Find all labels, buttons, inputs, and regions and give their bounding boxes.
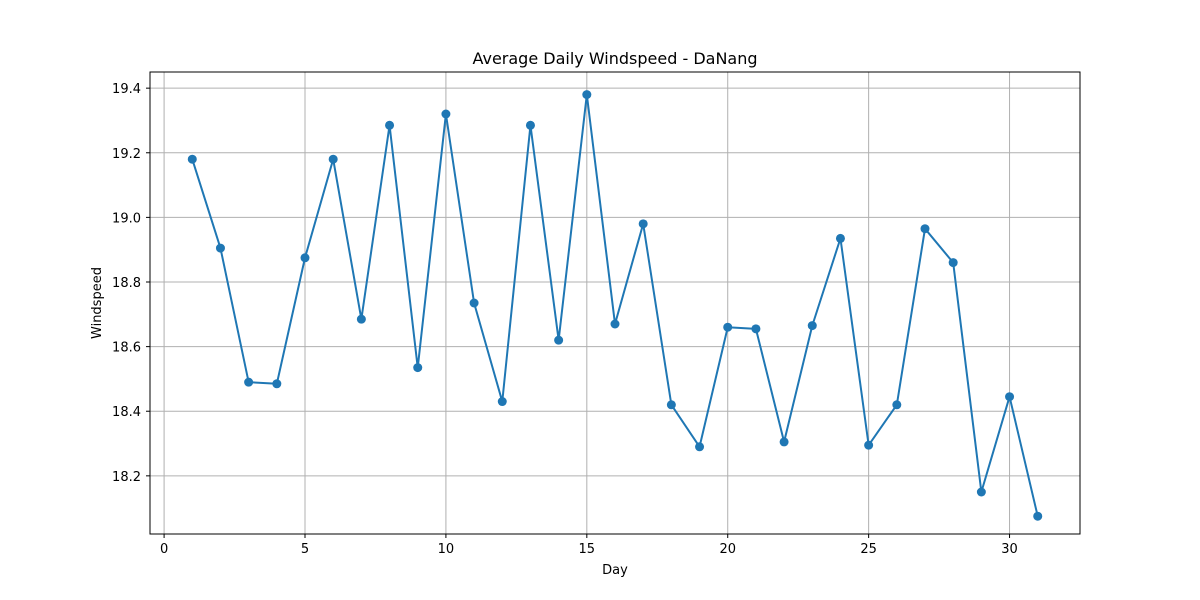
data-point <box>666 400 676 410</box>
y-tick-label: 19.2 <box>112 147 141 162</box>
data-point <box>1005 392 1015 402</box>
data-point <box>244 377 254 387</box>
data-point <box>497 397 507 407</box>
data-point <box>948 258 958 268</box>
data-point <box>779 437 789 447</box>
x-tick-label: 10 <box>438 542 455 557</box>
x-tick-label: 20 <box>719 542 736 557</box>
data-point <box>385 120 395 130</box>
y-tick-label: 18.8 <box>112 276 141 291</box>
y-axis-label: Windspeed <box>90 267 105 339</box>
y-tick-label: 19.4 <box>112 82 141 97</box>
x-axis-label: Day <box>602 563 628 578</box>
data-point <box>469 298 479 308</box>
y-tick-label: 18.6 <box>112 341 141 356</box>
data-point <box>638 219 648 229</box>
data-point <box>920 224 930 234</box>
data-point <box>723 322 733 332</box>
x-tick-label: 25 <box>860 542 877 557</box>
data-point <box>892 400 902 410</box>
x-tick-label: 5 <box>301 542 309 557</box>
x-tick-label: 30 <box>1001 542 1018 557</box>
y-tick-label: 18.4 <box>112 405 141 420</box>
series-layer <box>187 90 1043 521</box>
data-point <box>610 319 620 329</box>
data-point <box>1033 511 1043 521</box>
y-tick-label: 19.0 <box>112 211 141 226</box>
data-point <box>413 363 423 373</box>
grid <box>150 72 1080 534</box>
data-point <box>187 154 197 164</box>
data-point <box>272 379 282 389</box>
x-tick-label: 15 <box>579 542 596 557</box>
data-point <box>300 253 310 263</box>
data-point <box>835 233 845 243</box>
data-point <box>807 321 817 331</box>
chart-title: Average Daily Windspeed - DaNang <box>472 49 757 68</box>
data-point <box>215 243 225 253</box>
data-point <box>864 440 874 450</box>
data-point <box>356 314 366 324</box>
data-point <box>328 154 338 164</box>
x-tick-label: 0 <box>160 542 168 557</box>
data-point <box>976 487 986 497</box>
data-point <box>441 109 451 119</box>
data-point <box>695 442 705 452</box>
plot-area-frame <box>149 71 1081 535</box>
axis-ticks: 0 5 10 15 20 25 30 18.2 18.4 18.6 18.8 19.0 19.2 19.4 <box>112 82 1018 557</box>
data-point <box>751 324 761 334</box>
y-tick-label: 18.2 <box>112 470 141 485</box>
data-point <box>525 120 535 130</box>
data-point <box>582 90 592 100</box>
data-point <box>554 335 564 345</box>
